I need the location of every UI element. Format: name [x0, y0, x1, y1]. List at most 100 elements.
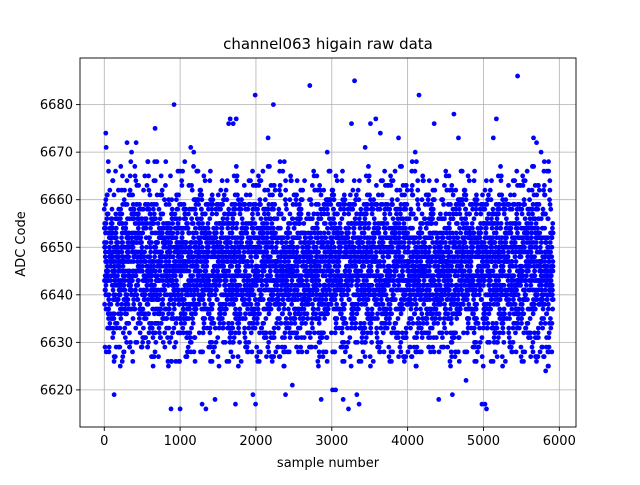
data-point	[237, 250, 242, 255]
data-point	[112, 311, 117, 316]
data-point	[436, 264, 441, 269]
data-point	[133, 174, 138, 179]
data-point	[446, 245, 451, 250]
data-point	[414, 307, 419, 312]
data-point	[374, 183, 379, 188]
data-point	[418, 235, 423, 240]
data-point	[447, 221, 452, 226]
data-point	[437, 316, 442, 321]
data-point	[447, 226, 452, 231]
data-point	[364, 335, 369, 340]
data-point	[336, 264, 341, 269]
data-point	[392, 273, 397, 278]
data-point	[474, 340, 479, 345]
data-point	[458, 231, 463, 236]
data-point	[157, 269, 162, 274]
data-point	[264, 283, 269, 288]
data-point	[396, 283, 401, 288]
data-point	[320, 335, 325, 340]
data-point	[212, 345, 217, 350]
data-point	[106, 212, 111, 217]
data-point	[253, 326, 258, 331]
data-point	[207, 231, 212, 236]
data-point	[151, 221, 156, 226]
data-point	[237, 269, 242, 274]
data-point	[357, 216, 362, 221]
data-point	[284, 278, 289, 283]
data-point	[118, 292, 123, 297]
data-point	[431, 207, 436, 212]
data-point	[398, 345, 403, 350]
data-point	[160, 212, 165, 217]
data-point	[290, 216, 295, 221]
data-point	[152, 254, 157, 259]
data-point	[128, 159, 133, 164]
data-point	[266, 212, 271, 217]
data-point	[335, 178, 340, 183]
data-point	[340, 169, 345, 174]
data-point	[226, 269, 231, 274]
data-point	[159, 193, 164, 198]
data-point	[478, 340, 483, 345]
data-point	[456, 349, 461, 354]
data-point	[386, 283, 391, 288]
data-point	[441, 254, 446, 259]
data-point	[339, 278, 344, 283]
data-point	[374, 297, 379, 302]
data-point	[113, 169, 118, 174]
data-point	[429, 202, 434, 207]
data-point	[348, 354, 353, 359]
data-point	[175, 231, 180, 236]
data-point	[292, 321, 297, 326]
data-point	[221, 321, 226, 326]
data-point	[294, 197, 299, 202]
data-point	[413, 169, 418, 174]
data-point	[431, 212, 436, 217]
data-point	[430, 345, 435, 350]
data-point	[119, 311, 124, 316]
data-point	[193, 335, 198, 340]
data-point	[287, 231, 292, 236]
data-point	[160, 311, 165, 316]
data-point	[280, 311, 285, 316]
data-point	[287, 326, 292, 331]
data-point	[321, 330, 326, 335]
data-point	[453, 188, 458, 193]
data-point	[333, 297, 338, 302]
data-point	[407, 216, 412, 221]
data-point	[353, 326, 358, 331]
data-point	[265, 235, 270, 240]
data-point	[472, 216, 477, 221]
data-point	[127, 345, 132, 350]
data-point	[448, 364, 453, 369]
data-point	[367, 193, 372, 198]
data-point	[201, 297, 206, 302]
data-point	[479, 297, 484, 302]
data-point	[400, 273, 405, 278]
data-point	[265, 188, 270, 193]
data-point	[356, 307, 361, 312]
data-point	[286, 259, 291, 264]
data-point	[264, 330, 269, 335]
data-point	[349, 283, 354, 288]
data-point	[234, 297, 239, 302]
data-point	[136, 278, 141, 283]
data-point	[427, 264, 432, 269]
data-point	[381, 264, 386, 269]
data-point	[254, 254, 259, 259]
data-point	[297, 235, 302, 240]
data-point	[115, 302, 120, 307]
data-point	[176, 193, 181, 198]
data-point	[449, 264, 454, 269]
data-point	[375, 202, 380, 207]
data-point	[396, 316, 401, 321]
data-point	[173, 212, 178, 217]
data-point	[322, 231, 327, 236]
data-point	[182, 202, 187, 207]
data-point	[271, 226, 276, 231]
data-point	[208, 326, 213, 331]
data-point	[168, 226, 173, 231]
data-point	[407, 283, 412, 288]
data-point	[135, 297, 140, 302]
data-point	[409, 307, 414, 312]
